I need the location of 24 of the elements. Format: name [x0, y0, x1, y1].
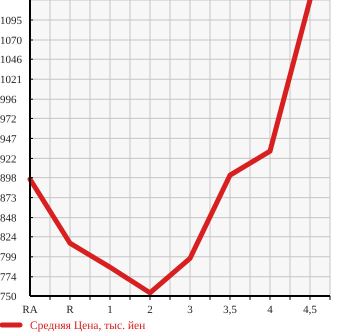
y-tick-label: 922 [0, 153, 16, 166]
x-tick-label: 3,5 [223, 304, 238, 316]
y-tick-label: 1046 [0, 54, 22, 66]
y-tick-label: 1021 [0, 74, 22, 86]
x-tick-label: 1 [107, 304, 113, 316]
y-tick-label: 898 [0, 172, 17, 184]
y-tick-label: 824 [0, 232, 17, 244]
x-tick-label: 3 [187, 304, 194, 316]
x-tick-label: RA [22, 304, 38, 316]
y-tick-label: 1095 [0, 14, 22, 27]
x-tick-label: 2 [147, 304, 153, 316]
x-tick-label: R [66, 304, 74, 316]
y-tick-label: 774 [0, 272, 17, 284]
y-tick-label: 873 [0, 192, 17, 204]
y-tick-label: 996 [0, 94, 17, 106]
y-tick-label: 750 [0, 290, 17, 303]
x-tick-label: 4,5 [303, 304, 318, 316]
y-tick-label: 799 [0, 252, 17, 264]
y-tick-label: 947 [0, 133, 17, 146]
x-tick-label: 4 [267, 304, 274, 316]
y-tick-label: 1070 [0, 34, 22, 47]
y-tick-label: 848 [0, 212, 17, 224]
y-tick-label: 972 [0, 113, 16, 126]
legend-label: Средняя Цена, тыс. йен [30, 320, 146, 332]
